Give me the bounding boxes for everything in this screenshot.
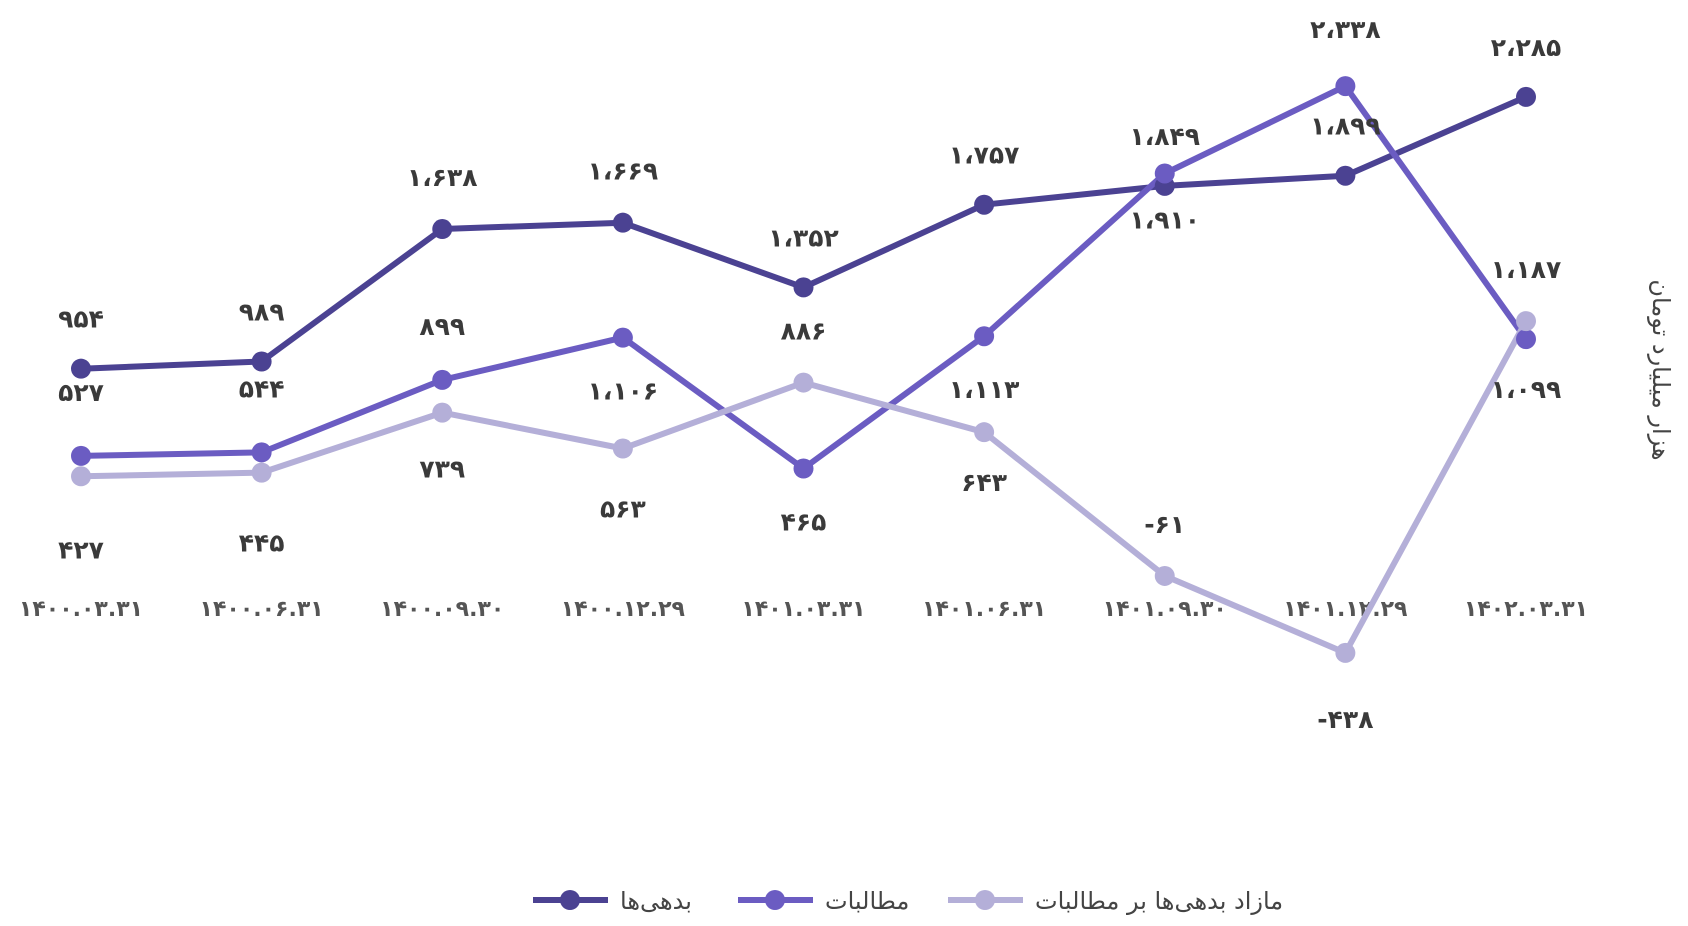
data-label: ۸۸۶ [781, 317, 827, 346]
data-point [612, 212, 633, 233]
data-point [1154, 565, 1175, 586]
data-label: ۶۴۳ [961, 468, 1007, 497]
data-point [71, 466, 91, 487]
data-label: ۱،۱۱۳ [949, 375, 1020, 404]
data-label: ۵۴۴ [239, 374, 285, 403]
data-point [612, 327, 633, 348]
data-label: ۱،۱۸۷ [1491, 255, 1562, 284]
x-tick-label: ۱۴۰۰.۱۲.۲۹ [561, 597, 685, 622]
legend-label: بدهی‌ها [620, 887, 692, 915]
data-point [1516, 329, 1536, 350]
data-point [251, 442, 272, 463]
data-label: ۱،۸۴۹ [1129, 122, 1200, 151]
x-tick-label: ۱۴۰۱.۰۳.۳۱ [741, 597, 865, 622]
data-label: ۴۲۷ [58, 535, 104, 564]
legend-swatch-dot [765, 890, 785, 910]
data-point [432, 219, 453, 240]
data-point [974, 194, 995, 215]
data-label: ۲،۳۳۸ [1310, 15, 1381, 44]
series-line [80, 83, 1529, 472]
legend-swatch-dot [560, 890, 580, 910]
data-point [71, 358, 91, 379]
data-label: ۴۶۵ [781, 508, 827, 537]
data-label: ۸۹۹ [419, 312, 465, 341]
legend-swatch-dot [975, 890, 995, 910]
data-point [1335, 76, 1356, 97]
data-label: -۶۱ [1144, 510, 1185, 539]
data-point [71, 445, 91, 466]
data-point [251, 462, 272, 483]
data-label: ۲،۲۸۵ [1491, 33, 1562, 62]
data-label: ۵۶۳ [600, 495, 646, 524]
data-point [251, 351, 272, 372]
data-label: ۵۲۷ [58, 378, 104, 407]
data-point [974, 326, 995, 347]
data-point [432, 402, 453, 423]
x-tick-label: ۱۴۰۰.۰۶.۳۱ [200, 597, 324, 622]
x-tick-label: ۱۴۰۱.۰۹.۳۰ [1103, 597, 1227, 622]
legend-label: مازاد بدهی‌ها بر مطالبات [1035, 887, 1283, 915]
data-point [1335, 165, 1356, 186]
data-point [974, 422, 995, 443]
data-label: ۱،۰۹۹ [1491, 375, 1562, 404]
data-label: ۱،۱۰۶ [588, 377, 659, 406]
legend-label: مطالبات [825, 887, 909, 915]
x-tick-label: ۱۴۰۰.۰۹.۳۰ [380, 597, 504, 622]
data-label: ۱،۷۵۷ [949, 141, 1020, 170]
data-point [793, 458, 814, 479]
y-axis-label: هزار میلیارد تومان [1647, 279, 1675, 460]
data-label: ۱،۳۵۲ [768, 223, 839, 252]
data-point [1516, 311, 1536, 332]
data-point [793, 372, 814, 393]
data-label: ۱،۸۹۹ [1310, 112, 1381, 141]
data-point [1516, 86, 1536, 107]
data-point [1154, 163, 1175, 184]
data-label: ۴۴۵ [239, 529, 285, 558]
data-label: ۹۵۴ [58, 305, 104, 334]
x-tick-label: ۱۴۰۲.۰۳.۳۱ [1464, 597, 1588, 622]
data-label: -۴۳۸ [1317, 705, 1373, 734]
data-label: ۱،۶۳۸ [407, 163, 478, 192]
data-label: ۱،۹۱۰ [1129, 205, 1200, 234]
data-label: ۷۳۹ [419, 455, 465, 484]
data-point [793, 277, 814, 298]
data-point [1335, 642, 1356, 663]
data-point [432, 369, 453, 390]
x-tick-label: ۱۴۰۱.۰۶.۳۱ [922, 597, 1046, 622]
data-label: ۹۸۹ [239, 298, 285, 327]
data-point [612, 438, 633, 459]
x-tick-label: ۱۴۰۱.۱۲.۲۹ [1283, 597, 1407, 622]
data-label: ۱،۶۶۹ [588, 157, 659, 186]
x-tick-label: ۱۴۰۰.۰۳.۳۱ [19, 597, 143, 622]
